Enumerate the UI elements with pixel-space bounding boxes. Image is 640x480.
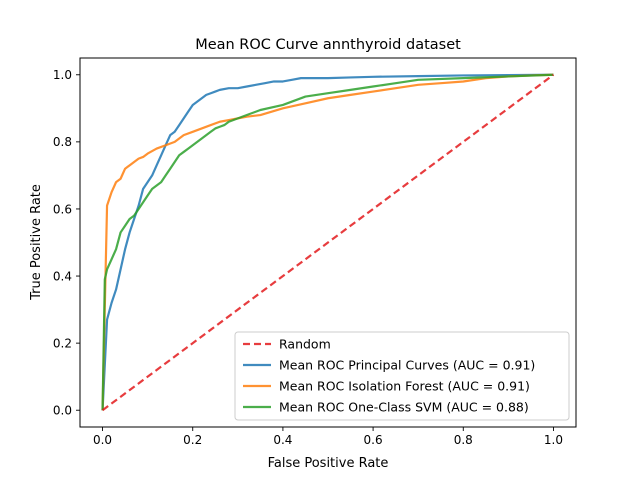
y-tick-label: 0.4 (53, 269, 72, 283)
x-tick-label: 1.0 (544, 433, 563, 447)
chart-title: Mean ROC Curve annthyroid dataset (195, 37, 461, 53)
legend-label: Mean ROC Principal Curves (AUC = 0.91) (279, 358, 535, 373)
series-line-mean-roc-isolation-forest-auc-0-91 (101, 73, 554, 411)
x-tick-label: 0.4 (273, 433, 292, 447)
ticks-layer: 0.0 0.2 0.4 0.6 0.8 1.0 0.0 0.2 0.4 0.6 0.8 1.0 (53, 68, 563, 447)
x-tick-label: 0.0 (93, 433, 112, 447)
series-line-mean-roc-one-class-svm-auc-0-88 (101, 73, 554, 411)
plot-frame (79, 57, 577, 428)
x-tick-label: 0.6 (364, 433, 383, 447)
y-tick-label: 0.8 (53, 135, 72, 149)
x-tick-label: 0.8 (454, 433, 473, 447)
y-tick-label: 0.6 (53, 202, 72, 216)
series-line-mean-roc-principal-curves-auc-0-91 (101, 73, 554, 411)
x-axis-label: False Positive Rate (268, 456, 389, 471)
y-tick-label: 1.0 (53, 68, 72, 82)
legend-label: Random (279, 337, 331, 352)
y-tick-label: 0.2 (53, 336, 72, 350)
legend-label: Mean ROC One-Class SVM (AUC = 0.88) (279, 400, 529, 415)
y-tick-label: 0.0 (53, 404, 72, 418)
series-line-random (101, 73, 555, 412)
x-tick-label: 0.2 (183, 433, 202, 447)
legend-label: Mean ROC Isolation Forest (AUC = 0.91) (279, 379, 530, 394)
plot-layer (101, 73, 555, 412)
legend-box (234, 331, 570, 421)
y-axis-label: True Positive Rate (29, 184, 44, 301)
legend: Random Mean ROC Principal Curves (AUC = 0… (234, 331, 570, 421)
